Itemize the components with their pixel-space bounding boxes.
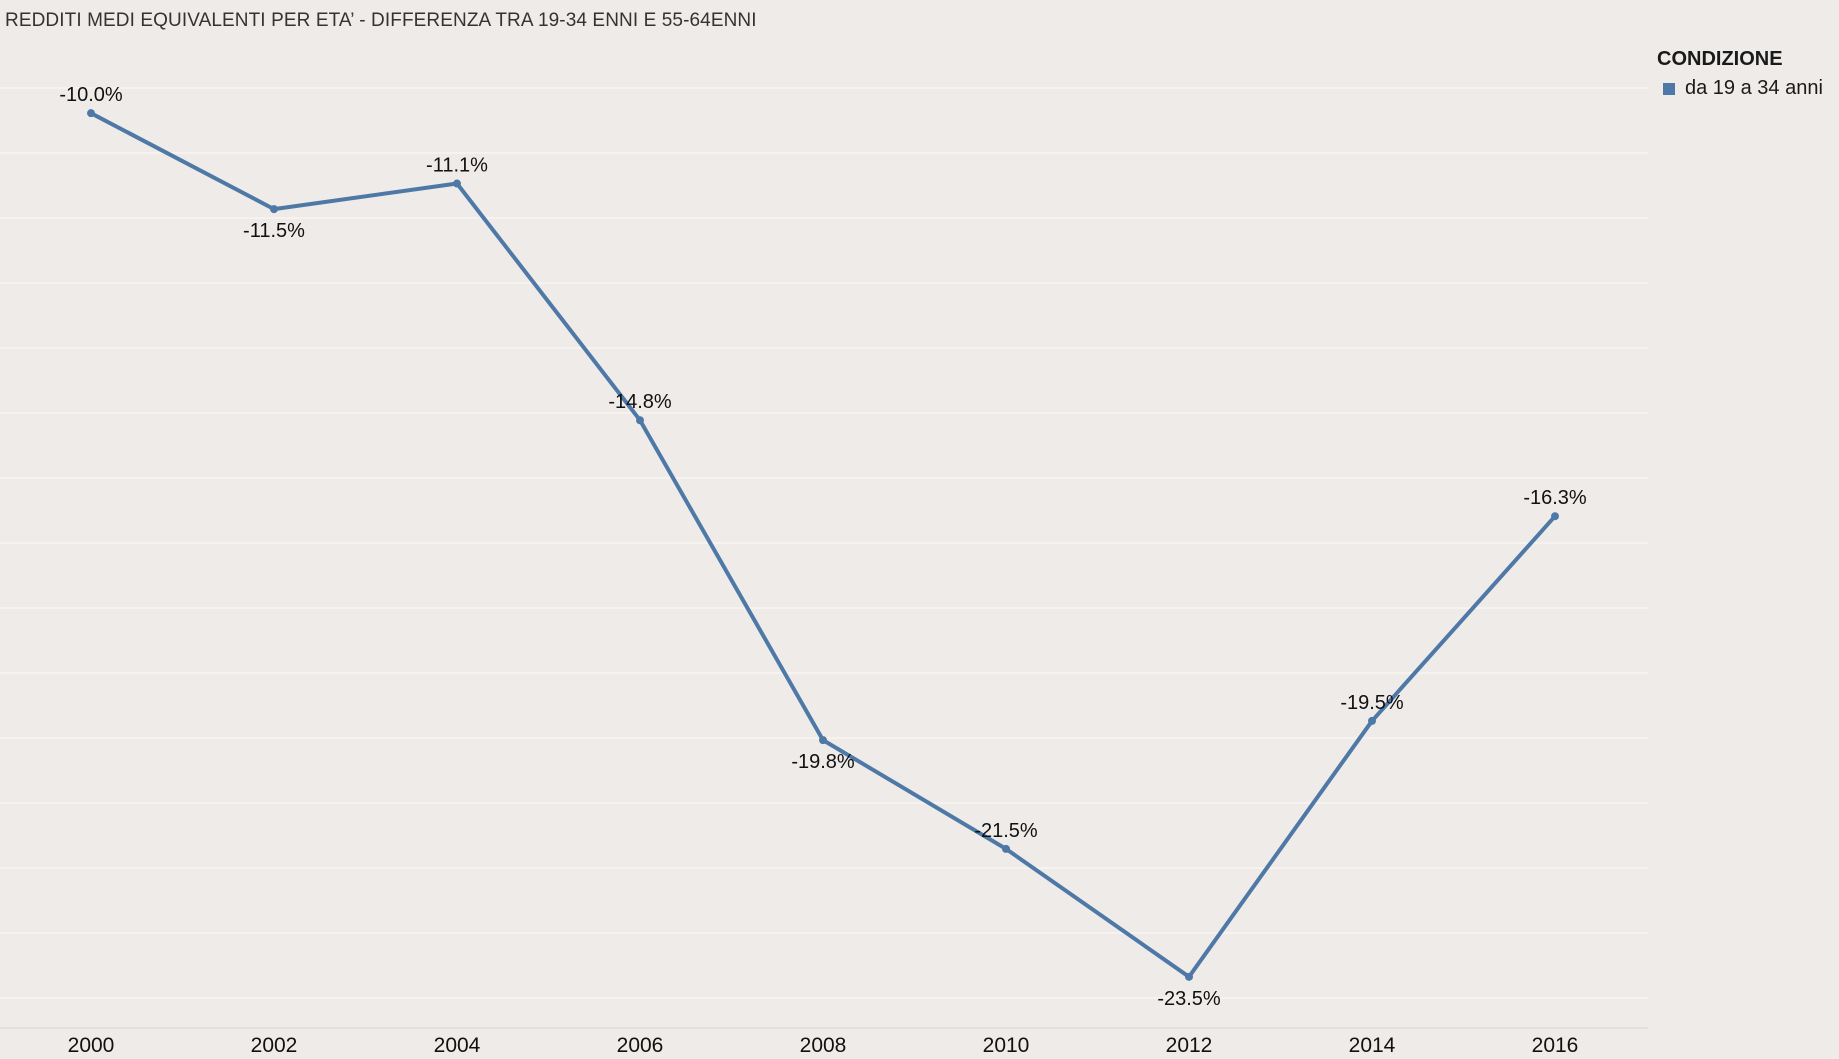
- x-tick-label: 2004: [434, 1034, 481, 1057]
- chart-title: REDDITI MEDI EQUIVALENTI PER ETA’ - DIFF…: [5, 10, 757, 31]
- legend-title: CONDIZIONE: [1657, 48, 1783, 70]
- legend-item[interactable]: da 19 a 34 anni: [1657, 77, 1823, 100]
- data-label: -11.5%: [243, 220, 305, 242]
- series-line[interactable]: [89, 111, 1557, 979]
- data-point[interactable]: [819, 736, 827, 745]
- data-point[interactable]: [636, 416, 644, 425]
- data-point[interactable]: [1185, 972, 1193, 981]
- legend-swatch: [1663, 82, 1675, 95]
- data-label: -21.5%: [974, 820, 1038, 842]
- x-tick-label: 2016: [1532, 1034, 1579, 1057]
- data-label: -16.3%: [1523, 487, 1587, 509]
- x-tick-label: 2012: [1166, 1034, 1213, 1057]
- x-tick-label: 2010: [983, 1034, 1030, 1057]
- x-tick-label: 2008: [800, 1034, 847, 1057]
- data-point[interactable]: [87, 109, 95, 118]
- x-tick-label: 2002: [251, 1034, 298, 1057]
- data-point[interactable]: [1551, 512, 1559, 521]
- data-label: -23.5%: [1157, 988, 1221, 1010]
- data-point[interactable]: [1002, 844, 1010, 853]
- legend: CONDIZIONE da 19 a 34 anni: [1657, 48, 1823, 100]
- legend-label: da 19 a 34 anni: [1685, 77, 1823, 99]
- x-tick-label: 2014: [1349, 1034, 1396, 1057]
- data-point[interactable]: [270, 205, 278, 214]
- data-point[interactable]: [1368, 716, 1376, 725]
- data-label: -11.1%: [426, 155, 488, 177]
- data-label: -10.0%: [59, 84, 123, 106]
- gridlines: [0, 87, 1648, 999]
- data-label: -14.8%: [608, 391, 672, 413]
- x-tick-label: 2000: [68, 1034, 115, 1057]
- data-point[interactable]: [453, 179, 461, 188]
- x-tick-label: 2006: [617, 1034, 664, 1057]
- data-label: -19.5%: [1340, 692, 1404, 714]
- data-label: -19.8%: [791, 751, 855, 773]
